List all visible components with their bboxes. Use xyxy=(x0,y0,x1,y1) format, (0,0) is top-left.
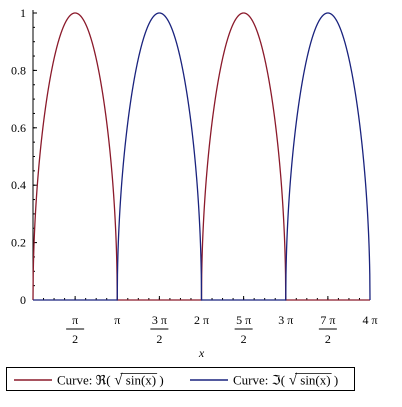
x-tick-denominator: 2 xyxy=(325,332,331,346)
x-axis-label: x xyxy=(198,346,205,360)
legend-box xyxy=(6,367,355,391)
series-imaginary-part-line xyxy=(33,12,371,301)
legend: Curve: ℜ( √ sin(x) ) Curve: ℑ( √ sin(x) ) xyxy=(6,367,355,391)
y-tick-label: 0.6 xyxy=(11,121,26,135)
x-tick-numerator: π xyxy=(72,313,78,327)
y-tick-label: 0.4 xyxy=(11,178,26,192)
y-tick-label: 0.2 xyxy=(11,236,26,250)
x-tick-label: 5 π2 xyxy=(234,313,253,346)
x-tick-numerator: 7 π xyxy=(320,313,335,327)
legend-label: Curve: ℜ( √ sin(x) ) xyxy=(57,373,164,389)
x-tick-numerator: 5 π xyxy=(236,313,251,327)
x-tick-numerator: 3 π xyxy=(152,313,167,327)
x-tick-label: 2 π xyxy=(194,313,209,327)
x-tick-denominator: 2 xyxy=(156,332,162,346)
legend-entry: Curve: ℜ( √ sin(x) ) xyxy=(14,373,164,389)
x-tick-label: 4 π xyxy=(362,313,377,327)
x-tick-denominator: 2 xyxy=(72,332,78,346)
x-tick-denominator: 2 xyxy=(241,332,247,346)
x-tick-label: π2 xyxy=(66,313,85,346)
x-tick-label: π xyxy=(114,313,120,327)
x-tick-label: 7 π2 xyxy=(318,313,337,346)
curves xyxy=(32,12,371,301)
y-tick-label: 1 xyxy=(20,6,26,20)
y-tick-label: 0 xyxy=(20,293,26,307)
legend-entry: Curve: ℑ( √ sin(x) ) xyxy=(190,373,338,389)
y-tick-label: 0.8 xyxy=(11,63,26,77)
legend-label: Curve: ℑ( √ sin(x) ) xyxy=(233,373,338,389)
x-tick-label: 3 π xyxy=(278,313,293,327)
x-tick-label: 3 π2 xyxy=(150,313,169,346)
